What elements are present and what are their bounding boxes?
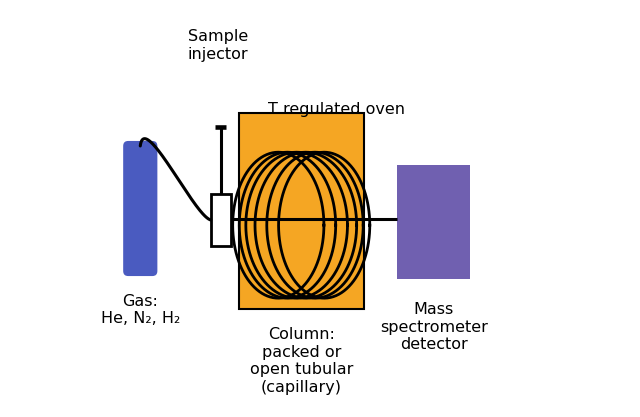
Bar [239, 113, 364, 309]
Bar [397, 165, 470, 279]
FancyBboxPatch shape [123, 141, 157, 276]
Text: Gas:
He, N₂, H₂: Gas: He, N₂, H₂ [100, 294, 180, 327]
Text: Sample
injector: Sample injector [188, 29, 248, 62]
Text: T regulated oven: T regulated oven [268, 102, 405, 117]
Text: Column:
packed or
open tubular
(capillary): Column: packed or open tubular (capillar… [250, 327, 353, 394]
Text: Mass
spectrometer
detector: Mass spectrometer detector [380, 302, 488, 352]
Bar [211, 194, 231, 246]
